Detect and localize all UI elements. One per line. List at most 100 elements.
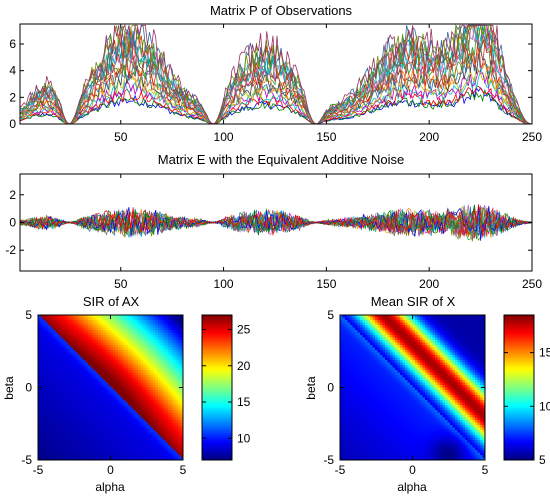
heatmap-cell <box>155 410 159 413</box>
heatmap-cell <box>133 455 136 458</box>
heatmap-cell <box>165 455 169 458</box>
heatmap-cell <box>382 320 386 323</box>
heatmap-cell <box>78 437 81 441</box>
x-tick-label: 250 <box>522 277 542 291</box>
heatmap-cell <box>180 347 184 351</box>
heatmap-cell <box>345 315 348 318</box>
heatmap-cell <box>45 347 49 351</box>
heatmap-cell <box>53 380 56 383</box>
heatmap-cell <box>357 362 361 366</box>
heatmap-cell <box>143 387 146 391</box>
heatmap-cell <box>48 380 51 383</box>
heatmap-cell <box>50 332 54 336</box>
heatmap-cell <box>355 395 358 398</box>
heatmap-cell <box>170 315 174 318</box>
heatmap-cell <box>150 407 154 411</box>
heatmap-cell <box>165 435 169 438</box>
heatmap-cell <box>125 422 129 426</box>
heatmap-cell <box>128 450 131 453</box>
heatmap-cell <box>105 362 109 366</box>
heatmap-cell <box>138 410 141 413</box>
heatmap-cell <box>55 352 59 356</box>
heatmap-cell <box>83 415 86 418</box>
heatmap-cell <box>98 397 101 401</box>
heatmap-cell <box>165 335 169 338</box>
heatmap-cell <box>43 457 46 461</box>
heatmap-cell <box>48 385 51 388</box>
heatmap-cell <box>370 440 373 443</box>
heatmap-cell <box>85 347 89 351</box>
heatmap-cell <box>175 392 179 396</box>
heatmap-cell <box>367 385 371 388</box>
x-tick-label: -5 <box>33 463 44 477</box>
heatmap-cell <box>115 392 119 396</box>
heatmap-cell <box>98 432 101 436</box>
observations-series <box>19 23 533 125</box>
heatmap-cell <box>365 370 368 373</box>
heatmap-cell <box>180 395 184 398</box>
heatmap-cell <box>93 322 96 326</box>
heatmap-cell <box>357 345 361 348</box>
heatmap-cell <box>382 360 386 363</box>
heatmap-cell <box>400 350 403 353</box>
heatmap-cell <box>148 347 151 351</box>
heatmap-cell <box>78 395 81 398</box>
heatmap-cell <box>395 412 398 416</box>
heatmap-cell <box>133 380 136 383</box>
heatmap-cell <box>145 365 149 368</box>
heatmap-cell <box>95 455 99 458</box>
heatmap-cell <box>340 430 343 433</box>
heatmap-cell <box>377 337 381 341</box>
heatmap-cell <box>98 412 101 416</box>
heatmap-cell <box>75 450 79 453</box>
heatmap-cell <box>170 342 174 346</box>
heatmap-cell <box>347 355 351 358</box>
heatmap-cell <box>362 457 366 461</box>
heatmap-cell <box>125 325 129 328</box>
heatmap-cell <box>390 367 393 371</box>
heatmap-cell <box>390 330 393 333</box>
heatmap-cell <box>130 412 134 416</box>
heatmap-cell <box>38 440 41 443</box>
heatmap-cell <box>88 452 91 456</box>
heatmap-cell <box>367 435 371 438</box>
heatmap-cell <box>53 457 56 461</box>
heatmap-cell <box>93 357 96 361</box>
heatmap-cell <box>392 440 396 443</box>
heatmap-cell <box>375 422 378 426</box>
heatmap-cell <box>163 340 166 343</box>
heatmap-cell <box>95 410 99 413</box>
heatmap-cell <box>100 375 104 378</box>
heatmap-cell <box>58 332 61 336</box>
heatmap-cell <box>78 322 81 326</box>
heatmap-cell <box>55 407 59 411</box>
heatmap-cell <box>342 360 346 363</box>
heatmap-cell <box>68 395 71 398</box>
heatmap-cell <box>340 350 343 353</box>
heatmap-cell <box>143 402 146 406</box>
heatmap-cell <box>160 432 164 436</box>
heatmap-cell <box>153 390 156 393</box>
heatmap-cell <box>80 360 84 363</box>
heatmap-cell <box>40 420 44 423</box>
heatmap-cell <box>78 432 81 436</box>
heatmap-cell <box>128 405 131 408</box>
heatmap-cell <box>108 327 111 331</box>
heatmap-cell <box>145 337 149 341</box>
heatmap-cell <box>80 347 84 351</box>
heatmap-cell <box>370 425 373 428</box>
heatmap-cell <box>380 427 383 431</box>
heatmap-cell <box>155 387 159 391</box>
heatmap-cell <box>105 337 109 341</box>
heatmap-cell <box>115 440 119 443</box>
heatmap-cell <box>362 380 366 383</box>
heatmap-cell <box>88 440 91 443</box>
heatmap-cell <box>45 382 49 386</box>
heatmap-cell <box>160 352 164 356</box>
heatmap-cell <box>113 330 116 333</box>
heatmap-cell <box>350 395 353 398</box>
heatmap-cell <box>125 330 129 333</box>
heatmap-cell <box>367 457 371 461</box>
heatmap-cell <box>370 442 373 446</box>
heatmap-cell <box>95 387 99 391</box>
